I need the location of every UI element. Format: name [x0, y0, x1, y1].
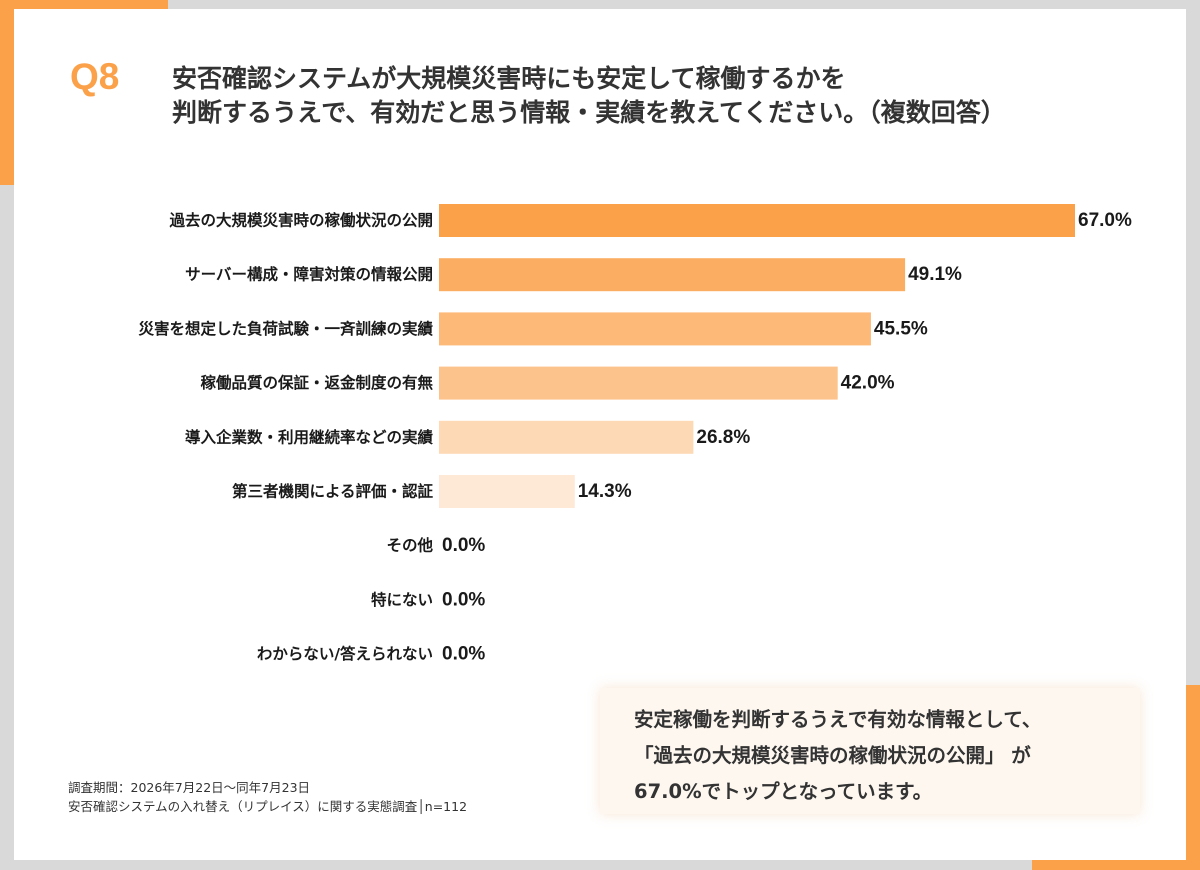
bar: [439, 366, 838, 400]
category-label: 第三者機関による評価・認証: [232, 482, 434, 501]
category-label: 導入企業数・利用継続率などの実績: [185, 427, 434, 446]
data-label: 49.1%: [908, 264, 962, 285]
category-label: 稼働品質の保証・返金制度の有無: [200, 373, 433, 392]
data-label: 45.5%: [874, 318, 928, 339]
data-label: 42.0%: [841, 373, 895, 394]
question-line-1: 安否確認システムが大規模災害時にも安定して稼働するかを: [172, 64, 846, 93]
summary-text: 安定稼働を判断するうえで有効な情報として、 「過去の大規模災害時の稼働状況の公開…: [634, 702, 1041, 810]
data-label: 26.8%: [696, 427, 750, 448]
data-label: 0.0%: [442, 535, 485, 556]
corner-accent-bottom-right-vertical: [1185, 685, 1200, 870]
category-label: 過去の大規模災害時の稼働状況の公開: [168, 211, 433, 230]
summary-line-3: 67.0%でトップとなっています。: [634, 780, 933, 803]
category-label: 災害を想定した負荷試験・一斉訓練の実績: [138, 319, 433, 338]
data-label: 0.0%: [442, 644, 485, 665]
data-label: 67.0%: [1078, 210, 1132, 231]
category-label: わからない/答えられない: [257, 644, 433, 663]
corner-accent-top-left-vertical: [0, 0, 15, 185]
bar: [439, 475, 575, 508]
bar: [439, 258, 906, 292]
data-label: 0.0%: [442, 589, 485, 610]
question-line-2: 判断するうえで、有効だと思う情報・実績を教えてください。（複数回答）: [172, 98, 1006, 127]
category-label: サーバー構成・障害対策の情報公開: [185, 265, 433, 284]
data-label: 14.3%: [578, 481, 632, 502]
summary-line-1: 安定稼働を判断するうえで有効な情報として、: [634, 708, 1042, 731]
question-title: 安否確認システムが大規模災害時にも安定して稼働するかを 判断するうえで、有効だと…: [172, 62, 1172, 130]
bar: [439, 312, 871, 346]
bar: [439, 204, 1075, 237]
footnote: 調査期間：2026年7月22日〜同年7月23日 安否確認システムの入れ替え（リプ…: [68, 778, 467, 816]
survey-period: 調査期間：2026年7月22日〜同年7月23日: [68, 780, 311, 795]
question-number: Q8: [70, 56, 120, 97]
bar: [439, 420, 694, 454]
summary-line-2: 「過去の大規模災害時の稼働状況の公開」 が: [634, 744, 1031, 767]
survey-name: 安否確認システムの入れ替え（リプレイス）に関する実態調査│n=112: [68, 799, 468, 814]
category-label: その他: [386, 536, 433, 555]
summary-box: 安定稼働を判断するうえで有効な情報として、 「過去の大規模災害時の稼働状況の公開…: [600, 688, 1140, 814]
category-label: 特にない: [371, 590, 433, 609]
